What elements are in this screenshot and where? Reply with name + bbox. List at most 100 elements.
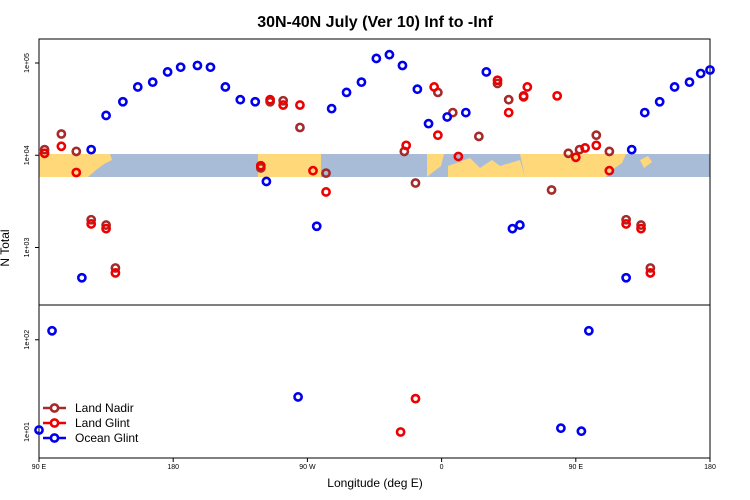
- point-land-glint-8: [278, 100, 289, 110]
- plot-frame: [38, 38, 711, 459]
- point-land-glint-14: [432, 130, 443, 141]
- land-band-asia-east: [520, 154, 626, 177]
- point-ocean-glint-20: [356, 77, 367, 88]
- point-ocean-glint-6: [132, 82, 143, 92]
- point-ocean-glint-15: [261, 176, 272, 187]
- point-ocean-glint-11: [205, 62, 216, 73]
- point-land-glint-5: [110, 268, 121, 278]
- point-land-nadir-9: [295, 122, 305, 133]
- y-tick-label-0: 1e+01: [24, 422, 31, 442]
- x-tick-label-5: 180: [704, 464, 716, 471]
- point-land-nadir-25: [645, 263, 656, 273]
- x-tick-label-2: 90 W: [299, 464, 316, 471]
- point-land-glint-23: [591, 140, 602, 151]
- point-land-glint-7: [265, 94, 276, 105]
- x-tick-label-4: 90 E: [569, 464, 584, 471]
- point-land-nadir-5: [110, 263, 121, 273]
- point-ocean-glint-19: [341, 87, 352, 98]
- data-points: [34, 49, 715, 437]
- y-tick-label-1: 1e+02: [24, 330, 31, 350]
- point-ocean-glint-14: [250, 96, 261, 107]
- point-land-glint-27: [645, 268, 656, 278]
- point-ocean-glint-21: [371, 53, 382, 64]
- point-land-nadir-3: [86, 214, 97, 225]
- x-tick-label-3: 0: [440, 464, 444, 471]
- point-land-glint-1: [56, 141, 67, 152]
- point-ocean-glint-37: [654, 96, 665, 107]
- point-land-nadir-22: [604, 146, 615, 157]
- legend-marker-ocean-glint: [49, 433, 60, 443]
- point-ocean-glint-3: [86, 144, 97, 155]
- point-ocean-glint-29: [507, 223, 518, 234]
- point-ocean-glint-26: [442, 112, 453, 122]
- point-land-glint-11: [321, 187, 331, 197]
- land-band-africa-west: [39, 154, 75, 177]
- point-land-glint-16: [492, 75, 503, 86]
- point-land-nadir-26: [410, 178, 421, 188]
- point-land-glint-4: [101, 223, 111, 234]
- point-land-glint-13: [429, 82, 440, 92]
- point-land-glint-25: [621, 219, 632, 229]
- y-tick-label-4: 1e+05: [24, 53, 31, 73]
- point-ocean-glint-1: [47, 325, 57, 336]
- land-band-europe: [427, 154, 444, 177]
- point-ocean-glint-4: [101, 110, 111, 121]
- point-ocean-glint-24: [412, 84, 423, 95]
- point-ocean-glint-22: [384, 49, 395, 60]
- point-land-nadir-4: [101, 220, 111, 230]
- x-tick-label-1: 180: [167, 464, 179, 471]
- point-land-glint-26: [636, 223, 646, 234]
- point-ocean-glint-25: [423, 118, 434, 129]
- x-axis: 90 E 180 90 W 0 90 E 180: [32, 458, 716, 471]
- point-ocean-glint-9: [175, 62, 186, 73]
- point-land-nadir-19: [563, 148, 574, 159]
- point-ocean-glint-34: [621, 272, 632, 283]
- x-tick-label-0: 90 E: [32, 464, 47, 471]
- point-land-glint-17: [503, 107, 514, 118]
- point-land-glint-12: [401, 140, 412, 151]
- point-land-nadir-0: [39, 144, 50, 155]
- point-ocean-glint-23: [397, 60, 408, 71]
- point-land-glint-22: [580, 143, 591, 153]
- land-band-africa-mideast: [448, 158, 525, 177]
- point-land-glint-29: [410, 393, 421, 404]
- point-ocean-glint-5: [117, 96, 128, 107]
- point-land-glint-2: [71, 167, 82, 178]
- point-land-nadir-8: [278, 95, 289, 106]
- point-ocean-glint-28: [481, 67, 492, 77]
- x-axis-label: Longitude (deg E): [327, 476, 422, 490]
- point-land-glint-0: [39, 148, 50, 159]
- point-land-glint-15: [453, 151, 464, 162]
- point-ocean-glint-17: [311, 221, 322, 232]
- point-land-nadir-10: [321, 168, 331, 179]
- y-axis-label: N Total: [0, 229, 12, 266]
- point-land-glint-18: [518, 91, 529, 102]
- point-land-nadir-24: [636, 220, 646, 230]
- point-land-glint-20: [552, 90, 563, 101]
- point-ocean-glint-27: [460, 107, 471, 118]
- point-land-nadir-21: [591, 130, 602, 141]
- point-ocean-glint-13: [235, 94, 246, 105]
- point-land-nadir-1: [56, 129, 67, 139]
- legend-label-land-glint: Land Glint: [75, 416, 130, 430]
- point-land-nadir-23: [621, 214, 632, 225]
- point-ocean-glint-31: [555, 423, 566, 434]
- point-land-glint-24: [604, 165, 615, 176]
- point-ocean-glint-39: [684, 77, 695, 88]
- point-land-glint-28: [395, 427, 406, 437]
- legend-label-land-nadir: Land Nadir: [75, 401, 134, 415]
- point-land-glint-6: [255, 160, 266, 171]
- point-ocean-glint-30: [514, 220, 525, 230]
- y-tick-label-3: 1e+04: [24, 145, 31, 165]
- legend-marker-land-glint: [49, 418, 60, 428]
- point-ocean-glint-40: [695, 68, 706, 79]
- land-band-japan: [640, 156, 652, 168]
- point-ocean-glint-8: [162, 67, 173, 77]
- point-ocean-glint-36: [639, 107, 650, 118]
- chart-title: 30N-40N July (Ver 10) Inf to -Inf: [257, 14, 493, 31]
- point-ocean-glint-33: [583, 325, 594, 336]
- point-land-glint-9: [295, 100, 305, 110]
- point-land-nadir-18: [546, 185, 557, 195]
